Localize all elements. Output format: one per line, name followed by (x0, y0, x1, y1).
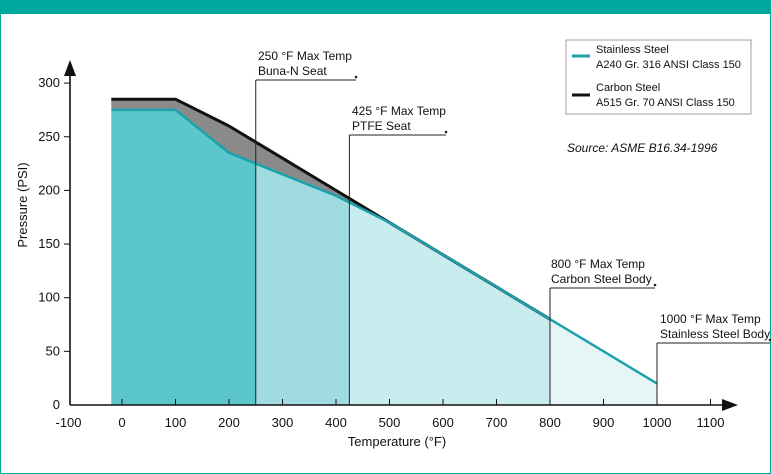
y-tick-labels: 0 50 100 150 200 250 300 (38, 75, 70, 412)
fill-buna-to-ptfe (255, 163, 350, 405)
legend-label-stainless-2: A240 Gr. 316 ANSI Class 150 (596, 59, 741, 71)
marker-label-800-line2: Carbon Steel Body (551, 272, 652, 286)
x-tick-label-100: 100 (165, 415, 187, 430)
x-tick-label-600: 600 (432, 415, 454, 430)
fill-below-buna (111, 109, 256, 406)
x-tick-label-0: 0 (118, 415, 125, 430)
legend-label-stainless-1: Stainless Steel (596, 44, 669, 56)
source-note: Source: ASME B16.34-1996 (567, 141, 718, 155)
fill-carbon-to-stainless (550, 319, 657, 405)
y-tick-label-150: 150 (38, 236, 60, 251)
y-axis-arrow (64, 60, 76, 76)
stainless-steel-line (111, 108, 658, 385)
marker-label-1000-line2: Stainless Steel Body (660, 327, 770, 341)
legend-label-carbon-1: Carbon Steel (596, 82, 660, 94)
y-tick-label-100: 100 (38, 290, 60, 305)
x-tick-label-400: 400 (325, 415, 347, 430)
x-tick-label-900: 900 (593, 415, 615, 430)
y-tick-label-0: 0 (53, 397, 60, 412)
marker-dot-250 (354, 75, 358, 79)
x-tick-label-200: 200 (218, 415, 240, 430)
y-tick-label-300: 300 (38, 75, 60, 90)
marker-label-250-line2: Buna-N Seat (258, 64, 327, 78)
marker-label-425-line1: 425 °F Max Temp (352, 104, 446, 118)
x-axis-arrow (722, 399, 738, 411)
x-tick-label-300: 300 (272, 415, 294, 430)
y-tick-label-200: 200 (38, 182, 60, 197)
y-tick-label-250: 250 (38, 129, 60, 144)
x-tick-label-1000: 1000 (643, 415, 672, 430)
x-tick-label--100: -100 (55, 415, 81, 430)
x-tick-label-1100: 1100 (697, 415, 725, 430)
fill-ptfe-to-carbon (349, 202, 550, 405)
x-tick-label-700: 700 (486, 415, 508, 430)
marker-dot-425 (444, 130, 448, 134)
legend-label-carbon-2: A515 Gr. 70 ANSI Class 150 (596, 97, 735, 109)
marker-label-800-line1: 800 °F Max Temp (551, 257, 645, 271)
y-axis-title: Pressure (PSI) (15, 162, 30, 247)
marker-label-250-line1: 250 °F Max Temp (258, 49, 352, 63)
marker-dot-800 (653, 283, 657, 287)
legend-box (565, 39, 752, 115)
x-tick-label-500: 500 (379, 415, 401, 430)
axes (64, 60, 738, 411)
x-tick-labels: -100 0 100 200 300 400 500 600 700 800 900 1000 1100 (55, 399, 724, 430)
marker-label-1000-line1: 1000 °F Max Temp (660, 312, 761, 326)
y-tick-label-50: 50 (46, 343, 60, 358)
series-lines (111, 97, 658, 385)
x-tick-label-800: 800 (539, 415, 561, 430)
legend: Stainless Steel A240 Gr. 316 ANSI Class … (565, 39, 752, 115)
marker-dot-1000 (768, 338, 771, 342)
x-axis-title: Temperature (°F) (348, 434, 446, 449)
header-band (0, 0, 771, 14)
marker-label-425-line2: PTFE Seat (352, 119, 411, 133)
